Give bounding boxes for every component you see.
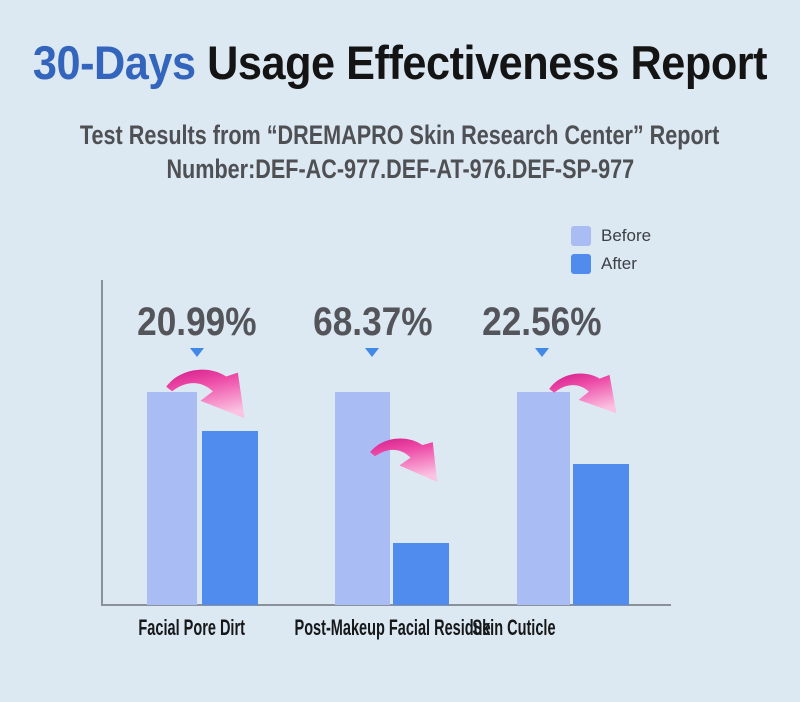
y-axis-line (101, 280, 103, 606)
reduction-label-3: 22.56% (482, 300, 602, 344)
decrease-arrow-icon (549, 373, 617, 414)
decrease-arrow-icon (166, 369, 245, 419)
bar-after-post-makeup-residue (393, 543, 449, 605)
bar-before-post-makeup-residue (335, 392, 390, 605)
bar-after-facial-pore-dirt (202, 431, 258, 605)
subtitle: Test Results from “DREMAPRO Skin Researc… (0, 118, 800, 186)
chart-legend: Before After (571, 226, 651, 282)
legend-item-before: Before (571, 226, 651, 246)
subtitle-line-2: Number:DEF-AC-977.DEF-AT-976.DEF-SP-977 (166, 154, 634, 184)
bar-before-facial-pore-dirt (147, 392, 197, 605)
pointer-triangle-icon (365, 348, 379, 357)
pointer-triangle-icon (535, 348, 549, 357)
subtitle-line-1: Test Results from “DREMAPRO Skin Researc… (80, 120, 720, 150)
legend-item-after: After (571, 254, 651, 274)
legend-label-before: Before (601, 226, 652, 245)
bar-after-skin-cuticle (573, 464, 629, 605)
reduction-label-1: 20.99% (137, 300, 257, 344)
before-color-swatch (571, 226, 591, 246)
category-label-2: Post-Makeup Facial Residue (294, 615, 491, 640)
bar-before-skin-cuticle (517, 392, 570, 605)
x-axis-line (101, 604, 671, 606)
after-color-swatch (571, 254, 591, 274)
title-main: Usage Effectiveness Report (207, 36, 768, 89)
page-title: 30-Days Usage Effectiveness Report (0, 32, 800, 94)
category-label-3: Skin Cuticle (472, 615, 556, 640)
pointer-triangle-icon (190, 348, 204, 357)
legend-label-after: After (601, 254, 637, 273)
category-label-1: Facial Pore Dirt (138, 615, 246, 640)
decrease-arrow-icon (370, 438, 438, 482)
title-highlight: 30-Days (32, 36, 196, 89)
reduction-label-2: 68.37% (313, 300, 433, 344)
